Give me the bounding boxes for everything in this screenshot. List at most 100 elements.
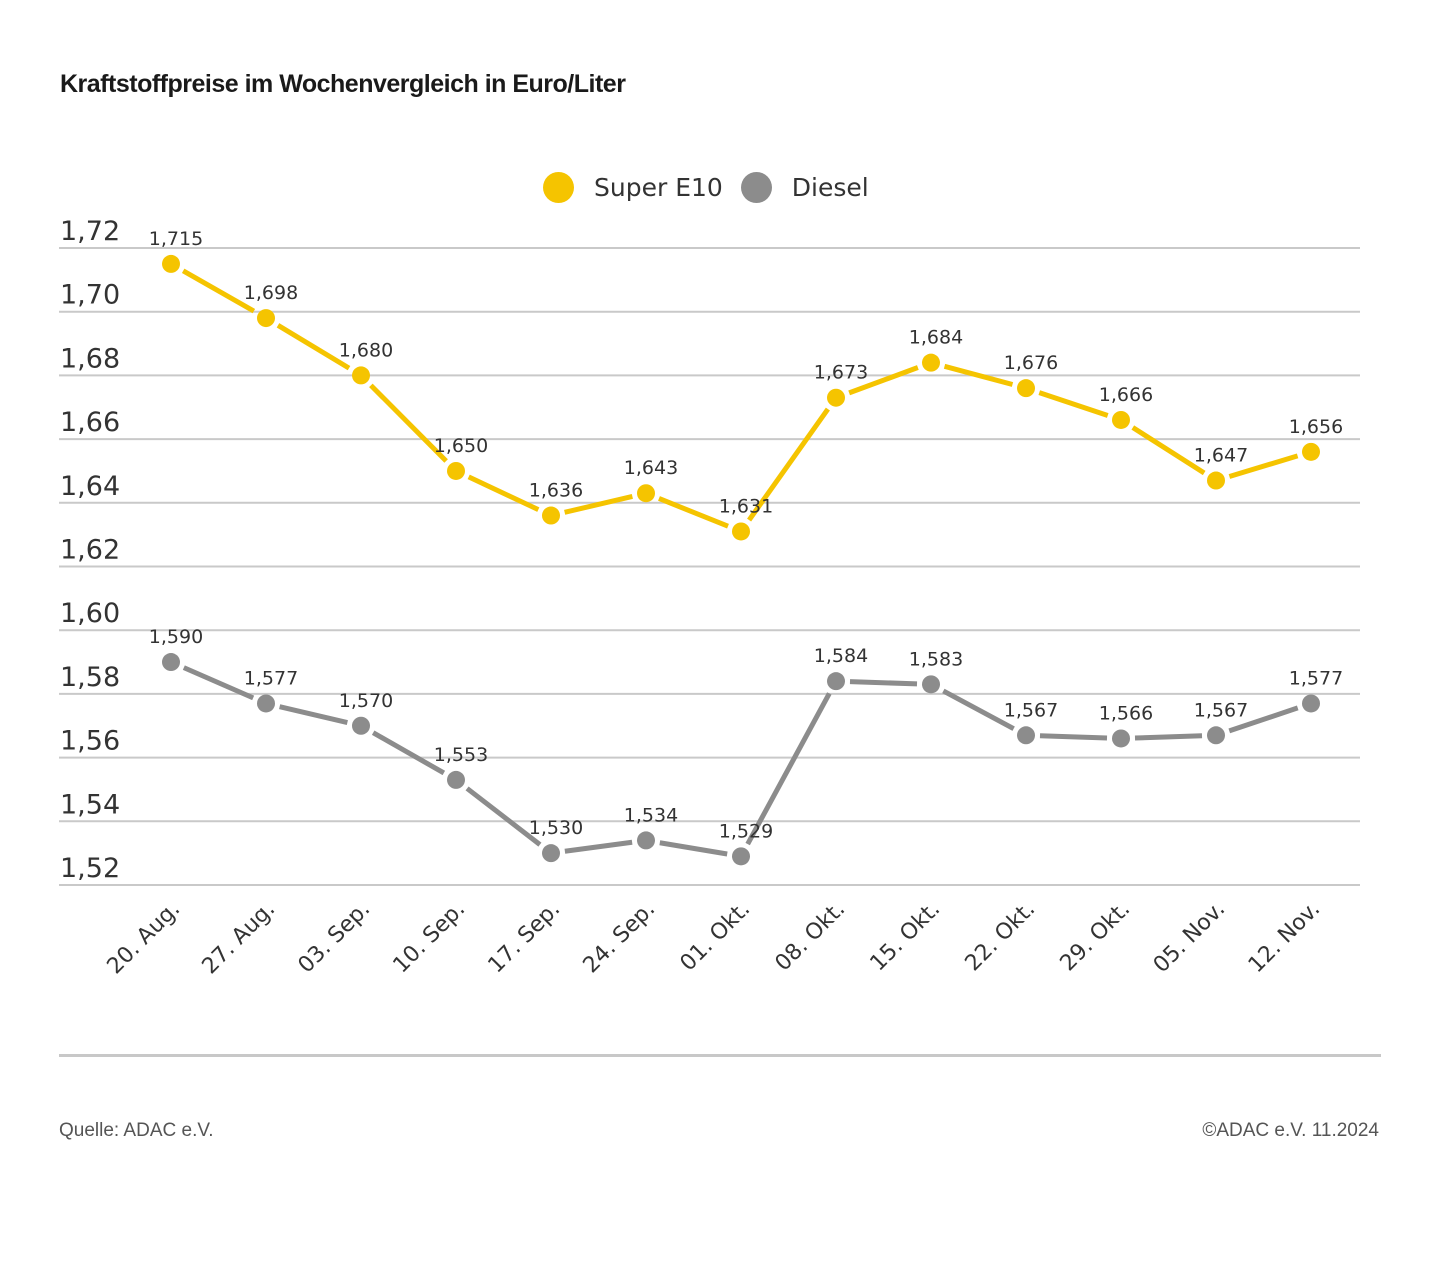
legend-item-diesel: Diesel: [740, 172, 869, 203]
series-line-segment: [279, 704, 348, 725]
x-tick-label: 15. Okt.: [866, 897, 946, 977]
source-note: Quelle: ADAC e.V.: [59, 1120, 214, 1141]
x-tick-label: 10. Sep.: [389, 897, 471, 979]
data-point: [542, 506, 560, 525]
data-label: 1,590: [149, 626, 203, 648]
series-line-segment: [1039, 733, 1108, 741]
chart-title: Kraftstoffpreise im Wochenvergleich in E…: [60, 70, 626, 98]
y-tick-label: 1,62: [60, 535, 120, 566]
copyright-note: ©ADAC e.V. 11.2024: [1202, 1120, 1379, 1141]
data-point: [637, 831, 655, 850]
series-diesel: 1,590 1,577 1,570 1,553 1,530 1,534 1,529 1,584…: [149, 626, 1343, 866]
x-tick-label: 05. Nov.: [1149, 897, 1230, 978]
data-label: 1,666: [1099, 384, 1153, 406]
series-line-segment: [747, 407, 830, 522]
data-point: [827, 672, 845, 691]
data-point: [732, 522, 750, 541]
data-point: [257, 309, 275, 328]
series-line-segment: [1038, 390, 1109, 418]
legend-item-super-e10: Super E10: [543, 172, 723, 203]
data-point: [352, 366, 370, 385]
series-line-segment: [564, 494, 633, 515]
legend-marker-diesel: [740, 172, 772, 203]
y-tick-label: 1,66: [60, 407, 120, 438]
x-tick-label: 12. Nov.: [1244, 897, 1325, 978]
legend-label-diesel: Diesel: [791, 173, 869, 202]
data-point: [162, 653, 180, 672]
line-chart: 1,72 1,70 1,68 1,66 1,64 1,62 1,60 1,58 1,56 1,54…: [59, 216, 1360, 980]
series-line-segment: [465, 786, 542, 847]
y-tick-label: 1,54: [60, 789, 120, 820]
x-tick-label: 27. Aug.: [198, 897, 281, 980]
y-tick-label: 1,72: [60, 216, 120, 247]
data-label: 1,566: [1099, 702, 1153, 724]
legend-label-super-e10: Super E10: [594, 173, 723, 202]
data-label: 1,534: [624, 804, 678, 826]
data-point: [162, 254, 180, 273]
data-point: [827, 388, 845, 407]
x-tick-label: 29. Okt.: [1056, 897, 1136, 977]
data-point: [447, 461, 465, 480]
series-line-segment: [745, 692, 832, 846]
data-label: 1,570: [339, 690, 393, 712]
data-point: [1302, 694, 1320, 713]
data-point: [1302, 442, 1320, 461]
x-tick-label: 01. Okt.: [676, 897, 756, 977]
data-point: [542, 844, 560, 863]
y-tick-label: 1,56: [60, 726, 120, 757]
y-tick-label: 1,70: [60, 280, 120, 311]
data-label: 1,567: [1004, 699, 1058, 721]
series-super-e10: 1,715 1,698 1,680 1,650 1,636 1,643 1,631 1,673…: [149, 228, 1343, 541]
series-line-segment: [276, 323, 351, 371]
bottom-divider: [59, 1054, 1381, 1057]
series-line-segment: [943, 363, 1014, 387]
data-label: 1,680: [339, 339, 393, 361]
y-tick-label: 1,52: [60, 853, 120, 884]
data-point: [257, 694, 275, 713]
series-line-segment: [369, 383, 448, 463]
data-label: 1,636: [529, 480, 583, 502]
series-line-segment: [182, 665, 255, 701]
data-point: [1112, 729, 1130, 748]
data-point: [352, 716, 370, 735]
data-label: 1,529: [719, 820, 773, 842]
data-point: [922, 675, 940, 694]
data-label: 1,577: [244, 667, 298, 689]
data-label: 1,583: [909, 648, 963, 670]
series-line-segment: [467, 474, 540, 512]
data-label: 1,676: [1004, 352, 1058, 374]
data-label: 1,631: [719, 495, 773, 517]
data-point: [637, 484, 655, 503]
series-line-segment: [1228, 705, 1299, 734]
series-line-segment: [181, 268, 256, 314]
data-label: 1,577: [1289, 667, 1343, 689]
data-label: 1,647: [1194, 445, 1248, 467]
data-label: 1,584: [814, 645, 868, 667]
data-label: 1,684: [909, 327, 963, 349]
data-point: [922, 353, 940, 372]
data-point: [1017, 379, 1035, 398]
data-label: 1,553: [434, 744, 488, 766]
y-tick-label: 1,68: [60, 343, 120, 374]
x-tick-label: 22. Okt.: [961, 897, 1041, 977]
series-line-segment: [659, 840, 728, 857]
x-tick-label: 17. Sep.: [484, 897, 566, 979]
x-tick-label: 03. Sep.: [294, 897, 376, 979]
x-tick-label: 08. Okt.: [771, 897, 851, 977]
data-point: [1112, 410, 1130, 429]
series-line-segment: [564, 839, 633, 854]
data-label: 1,673: [814, 362, 868, 384]
x-tick-label: 24. Sep.: [579, 897, 661, 979]
data-label: 1,698: [244, 282, 298, 304]
legend-marker-super-e10: [543, 172, 574, 203]
data-label: 1,567: [1194, 699, 1248, 721]
y-tick-label: 1,60: [60, 598, 120, 629]
data-point: [447, 770, 465, 789]
series-line-segment: [849, 679, 918, 687]
data-point: [1207, 471, 1225, 490]
series-line-segment: [1134, 733, 1203, 741]
series-line-segment: [1131, 425, 1206, 476]
data-label: 1,530: [529, 817, 583, 839]
data-label: 1,656: [1289, 416, 1343, 438]
series-line-segment: [1228, 453, 1299, 479]
